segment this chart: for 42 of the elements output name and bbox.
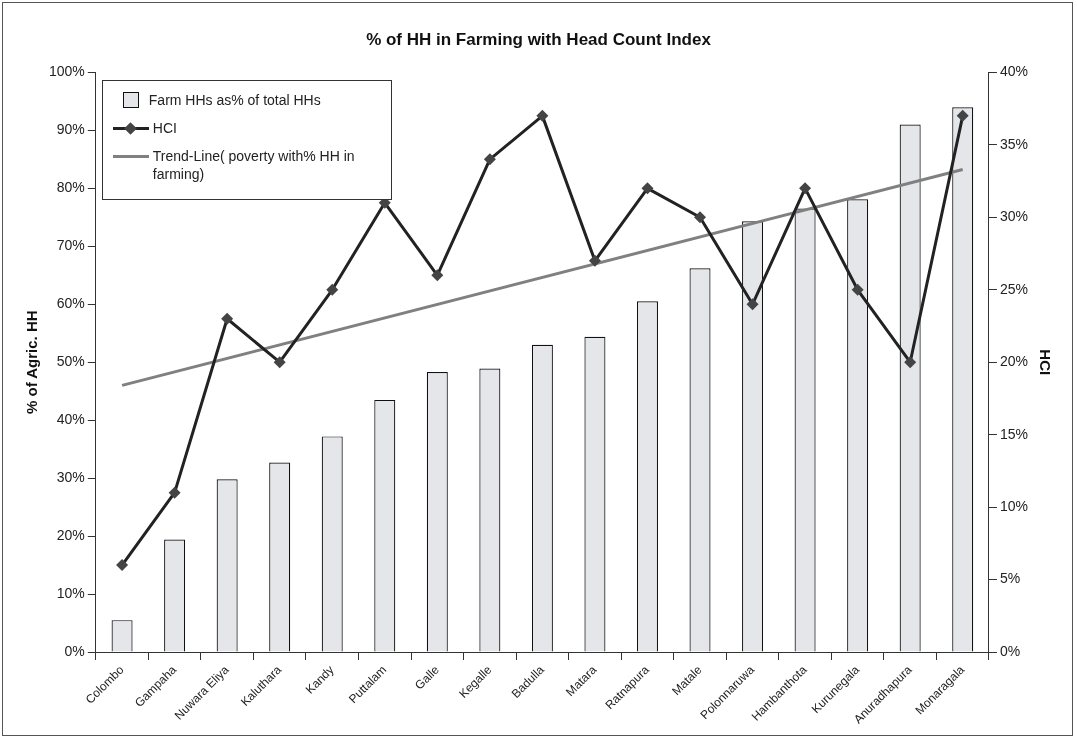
chart-title: % of HH in Farming with Head Count Index bbox=[366, 29, 712, 49]
y-tick-label: 30% bbox=[56, 469, 85, 485]
y-tick-label: 60% bbox=[56, 295, 85, 312]
y-tick-label: 40% bbox=[56, 411, 85, 428]
point bbox=[221, 312, 234, 325]
point bbox=[431, 269, 444, 282]
legend-label: HCI bbox=[152, 119, 177, 138]
point bbox=[904, 356, 917, 369]
point bbox=[746, 298, 759, 311]
legend-label: Trend-Line( poverty with% HH in farming) bbox=[152, 147, 356, 184]
y-tick-label: 50% bbox=[56, 353, 85, 370]
point bbox=[641, 182, 654, 195]
point bbox=[168, 486, 181, 499]
legend-label: Farm HHs as% of total HHs bbox=[148, 91, 321, 110]
y-tick-label: 0% bbox=[64, 642, 85, 659]
y2-tick-label: 15% bbox=[999, 425, 1029, 442]
y2-tick-label: 25% bbox=[999, 280, 1029, 297]
y-tick-label: 100% bbox=[48, 63, 85, 80]
point bbox=[273, 356, 286, 369]
y-axis-title: % of Agric. HH bbox=[23, 310, 41, 415]
point bbox=[116, 559, 129, 572]
y-tick-label: 80% bbox=[56, 179, 85, 196]
y2-tick-label: 30% bbox=[999, 208, 1029, 225]
y-tick-label: 10% bbox=[56, 584, 85, 601]
point bbox=[536, 109, 549, 122]
y-tick-label: 70% bbox=[56, 237, 85, 254]
y2-tick-label: 40% bbox=[999, 63, 1029, 80]
point bbox=[851, 283, 864, 296]
y-tick-label: 20% bbox=[56, 526, 85, 543]
y-tick-label: 90% bbox=[56, 121, 85, 138]
point bbox=[956, 109, 969, 122]
point bbox=[694, 211, 707, 224]
y2-tick-label: 35% bbox=[999, 135, 1029, 152]
y2-tick-label: 20% bbox=[999, 353, 1029, 370]
y2-tick-label: 0% bbox=[999, 642, 1021, 659]
y2-axis-title: HCI bbox=[1036, 349, 1054, 376]
point bbox=[326, 283, 339, 296]
point bbox=[588, 254, 601, 267]
point bbox=[799, 182, 812, 195]
y2-tick-label: 5% bbox=[999, 570, 1021, 587]
point bbox=[483, 153, 496, 166]
y2-tick-label: 10% bbox=[999, 497, 1029, 514]
